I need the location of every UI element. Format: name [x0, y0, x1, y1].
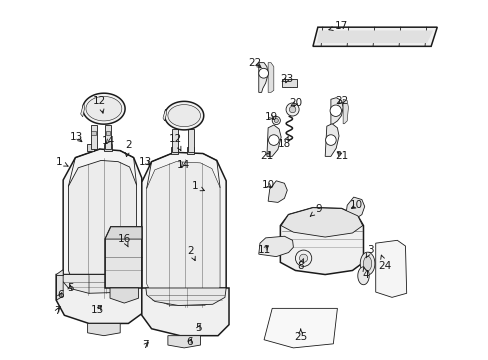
Polygon shape [82, 93, 125, 124]
Text: 1: 1 [56, 157, 68, 167]
Polygon shape [266, 125, 281, 156]
Text: 7: 7 [142, 340, 149, 350]
Polygon shape [105, 131, 110, 135]
Circle shape [299, 254, 307, 262]
Circle shape [272, 116, 280, 125]
Polygon shape [86, 144, 94, 152]
Text: 14: 14 [176, 159, 190, 170]
Text: 13: 13 [139, 157, 152, 167]
Text: 13: 13 [70, 132, 83, 142]
Polygon shape [267, 181, 287, 202]
Polygon shape [167, 336, 200, 348]
Text: 6: 6 [186, 337, 192, 347]
Text: 9: 9 [309, 204, 321, 216]
Circle shape [285, 103, 299, 116]
Polygon shape [142, 152, 225, 311]
Circle shape [295, 250, 311, 266]
Text: 17: 17 [328, 21, 347, 31]
Polygon shape [258, 236, 293, 257]
Polygon shape [171, 147, 177, 153]
Text: 1: 1 [191, 181, 204, 191]
Polygon shape [146, 162, 220, 306]
Text: 20: 20 [288, 98, 302, 108]
Text: 12: 12 [93, 95, 106, 113]
Text: 4: 4 [362, 267, 368, 280]
Text: 3: 3 [366, 245, 372, 258]
Polygon shape [60, 275, 142, 293]
Polygon shape [87, 323, 120, 336]
Polygon shape [104, 144, 111, 152]
Polygon shape [142, 288, 228, 336]
Polygon shape [281, 208, 362, 237]
Polygon shape [91, 125, 96, 149]
Text: 25: 25 [293, 329, 307, 342]
Polygon shape [68, 161, 136, 299]
Polygon shape [258, 63, 267, 93]
Text: 21: 21 [334, 151, 347, 161]
Text: 22: 22 [334, 95, 347, 105]
Polygon shape [316, 31, 432, 43]
Circle shape [274, 118, 278, 122]
Text: 10: 10 [349, 200, 363, 210]
Circle shape [289, 106, 295, 113]
Polygon shape [167, 105, 200, 127]
Polygon shape [187, 129, 193, 152]
Polygon shape [56, 270, 63, 300]
Polygon shape [280, 208, 363, 275]
Polygon shape [110, 288, 138, 303]
Text: 6: 6 [57, 290, 63, 300]
Text: 24: 24 [378, 255, 391, 271]
Polygon shape [91, 131, 96, 135]
Text: 15: 15 [91, 305, 104, 315]
Polygon shape [330, 98, 343, 125]
Polygon shape [56, 275, 142, 323]
Polygon shape [164, 102, 203, 130]
Polygon shape [360, 252, 374, 275]
Text: 21: 21 [260, 151, 273, 161]
Polygon shape [375, 240, 406, 297]
Polygon shape [345, 197, 364, 219]
Polygon shape [187, 147, 194, 153]
Polygon shape [325, 124, 338, 156]
Polygon shape [312, 27, 436, 46]
Text: 16: 16 [118, 234, 131, 247]
Polygon shape [145, 288, 225, 306]
Polygon shape [63, 149, 142, 307]
Circle shape [268, 135, 279, 145]
Text: 18: 18 [277, 136, 290, 149]
Polygon shape [357, 267, 368, 285]
Text: 2: 2 [125, 140, 131, 157]
Text: 5: 5 [67, 283, 73, 293]
Text: 7: 7 [54, 306, 60, 316]
Polygon shape [105, 227, 142, 239]
Polygon shape [172, 129, 178, 152]
Text: 19: 19 [264, 112, 277, 122]
Text: 12: 12 [168, 134, 182, 150]
Circle shape [325, 135, 336, 145]
Text: 22: 22 [247, 58, 261, 68]
Polygon shape [267, 63, 273, 93]
Text: 5: 5 [195, 323, 202, 333]
Polygon shape [282, 79, 296, 87]
Polygon shape [86, 96, 122, 121]
Text: 2: 2 [187, 246, 195, 261]
Polygon shape [105, 125, 111, 149]
Polygon shape [105, 227, 142, 288]
Polygon shape [343, 99, 348, 124]
Text: 23: 23 [280, 74, 293, 84]
Circle shape [258, 68, 268, 78]
Polygon shape [264, 309, 337, 348]
Polygon shape [163, 109, 166, 121]
Text: 14: 14 [101, 136, 114, 146]
Polygon shape [81, 103, 84, 117]
Text: 10: 10 [261, 180, 274, 190]
Text: 11: 11 [257, 245, 270, 255]
Polygon shape [363, 256, 371, 271]
Text: 8: 8 [297, 258, 304, 271]
Circle shape [329, 105, 341, 116]
